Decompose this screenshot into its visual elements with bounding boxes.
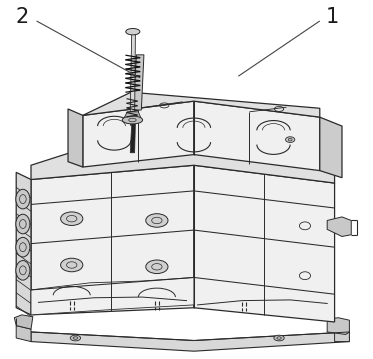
Polygon shape xyxy=(123,112,141,119)
Polygon shape xyxy=(68,109,83,167)
Polygon shape xyxy=(130,122,135,153)
Polygon shape xyxy=(31,332,350,351)
Polygon shape xyxy=(14,315,33,329)
Ellipse shape xyxy=(146,214,168,227)
Ellipse shape xyxy=(274,335,284,341)
Polygon shape xyxy=(83,101,194,167)
Ellipse shape xyxy=(16,261,30,280)
Ellipse shape xyxy=(16,214,30,234)
Polygon shape xyxy=(194,165,335,322)
Polygon shape xyxy=(31,278,194,315)
Polygon shape xyxy=(133,55,144,110)
Ellipse shape xyxy=(61,212,83,225)
Ellipse shape xyxy=(16,189,30,209)
Polygon shape xyxy=(130,33,135,113)
Ellipse shape xyxy=(286,137,295,143)
Polygon shape xyxy=(31,165,194,315)
Ellipse shape xyxy=(16,237,30,257)
Polygon shape xyxy=(320,117,342,178)
Polygon shape xyxy=(16,326,31,341)
Ellipse shape xyxy=(61,258,83,272)
Ellipse shape xyxy=(126,28,140,35)
Ellipse shape xyxy=(70,335,81,341)
Polygon shape xyxy=(16,172,31,315)
Polygon shape xyxy=(335,331,350,341)
Text: 1: 1 xyxy=(326,8,339,27)
Polygon shape xyxy=(83,92,320,117)
Polygon shape xyxy=(31,144,335,183)
Text: 2: 2 xyxy=(15,8,28,27)
Polygon shape xyxy=(327,318,350,335)
Ellipse shape xyxy=(146,260,168,274)
Polygon shape xyxy=(327,217,351,237)
Ellipse shape xyxy=(122,116,142,124)
Polygon shape xyxy=(194,101,320,171)
